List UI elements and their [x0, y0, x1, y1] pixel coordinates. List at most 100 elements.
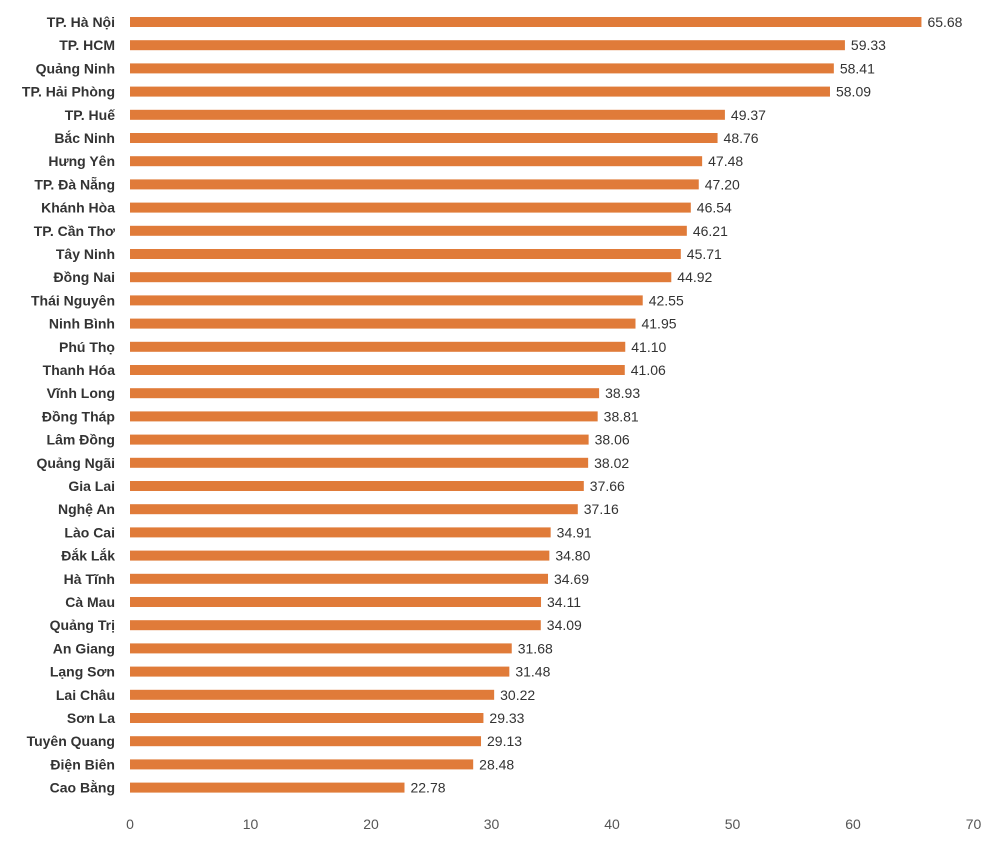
category-label: An Giang — [53, 640, 115, 656]
value-label: 31.68 — [518, 640, 553, 656]
value-label: 41.10 — [631, 339, 666, 355]
bar — [130, 225, 687, 236]
value-label: 29.13 — [487, 733, 522, 749]
value-label: 49.37 — [731, 107, 766, 123]
category-label: Lào Cai — [64, 524, 115, 540]
category-label: Gia Lai — [68, 478, 115, 494]
bar — [130, 318, 636, 329]
value-label: 30.22 — [500, 687, 535, 703]
x-tick-label: 20 — [363, 816, 379, 832]
category-label: Đồng Nai — [54, 269, 115, 285]
value-label: 38.81 — [604, 408, 639, 424]
bar — [130, 504, 578, 515]
value-label: 46.21 — [693, 223, 728, 239]
category-label: Khánh Hòa — [41, 200, 115, 216]
bar — [130, 156, 703, 167]
bar — [130, 109, 725, 120]
bar — [130, 759, 474, 770]
value-label: 34.69 — [554, 571, 589, 587]
category-label: TP. Huế — [65, 107, 116, 123]
bar — [130, 388, 600, 399]
bar — [130, 295, 643, 306]
value-label: 28.48 — [479, 756, 514, 772]
category-label: Ninh Bình — [49, 316, 115, 332]
category-labels: TP. Hà Nội TP. HCM Quảng Ninh TP. Hải Phòng… — [22, 14, 115, 796]
x-tick-label: 50 — [725, 816, 741, 832]
bar — [130, 272, 672, 283]
value-label: 38.02 — [594, 455, 629, 471]
value-label: 34.11 — [547, 594, 581, 610]
bar — [130, 17, 922, 27]
value-label: 45.71 — [687, 246, 722, 262]
bar — [130, 202, 691, 213]
value-label: 34.09 — [547, 617, 582, 633]
value-label: 37.16 — [584, 501, 619, 517]
bar — [130, 179, 699, 190]
category-label: Lâm Đồng — [47, 432, 115, 448]
bar — [130, 736, 482, 747]
value-label: 58.09 — [836, 84, 871, 100]
value-label: 44.92 — [677, 269, 712, 285]
category-label: Nghệ An — [58, 501, 115, 517]
value-label: 22.78 — [410, 780, 445, 796]
value-label: 42.55 — [649, 292, 684, 308]
x-tick-label: 30 — [484, 816, 500, 832]
x-tick-label: 70 — [966, 816, 982, 832]
category-label: Quảng Ninh — [36, 60, 115, 76]
category-label: Hà Tĩnh — [64, 571, 115, 587]
bar — [130, 40, 845, 51]
bar — [130, 597, 542, 607]
bar — [130, 481, 584, 491]
value-label: 46.54 — [697, 200, 732, 216]
bar — [130, 365, 625, 375]
bar — [130, 249, 681, 259]
category-label: Thái Nguyên — [31, 292, 115, 308]
bar — [130, 133, 718, 143]
category-label: TP. Cần Thơ — [34, 223, 115, 239]
category-label: Vĩnh Long — [47, 385, 115, 401]
x-tick-label: 40 — [604, 816, 620, 832]
bar — [130, 573, 549, 584]
category-label: Điện Biên — [50, 756, 115, 772]
value-label: 29.33 — [489, 710, 524, 726]
bar — [130, 411, 598, 422]
category-label: Sơn La — [67, 710, 115, 726]
x-tick-label: 0 — [126, 816, 134, 832]
category-label: Tây Ninh — [56, 246, 115, 262]
category-label: TP. Hà Nội — [47, 14, 115, 30]
bar — [130, 689, 495, 700]
value-label: 41.95 — [641, 316, 676, 332]
value-label: 41.06 — [631, 362, 666, 378]
bar — [130, 86, 830, 97]
category-label: Đắk Lắk — [61, 547, 115, 564]
category-label: Lai Châu — [56, 687, 115, 703]
bar — [130, 713, 484, 723]
bar — [130, 457, 589, 468]
category-label: TP. Đà Nẵng — [34, 175, 115, 192]
value-label: 38.06 — [595, 432, 630, 448]
category-label: Lạng Sơn — [50, 664, 115, 680]
x-axis-ticks: 0 10 20 30 40 50 60 70 — [126, 816, 981, 832]
value-label: 47.20 — [705, 176, 740, 192]
category-label: Đồng Tháp — [42, 408, 115, 424]
value-label: 65.68 — [927, 14, 962, 30]
x-tick-label: 60 — [845, 816, 861, 832]
bar — [130, 341, 626, 352]
category-label: Quảng Trị — [50, 617, 115, 633]
bars-layer — [130, 17, 922, 793]
bar — [130, 666, 510, 677]
value-label: 37.66 — [590, 478, 625, 494]
value-label: 59.33 — [851, 37, 886, 53]
category-label: Cao Bằng — [50, 779, 115, 796]
bar — [130, 550, 550, 561]
bar — [130, 643, 512, 654]
value-label: 34.91 — [557, 524, 592, 540]
value-label: 38.93 — [605, 385, 640, 401]
category-label: TP. Hải Phòng — [22, 84, 115, 100]
category-label: Thanh Hóa — [43, 362, 116, 378]
bar — [130, 620, 541, 631]
value-label: 48.76 — [724, 130, 759, 146]
bar — [130, 63, 834, 74]
